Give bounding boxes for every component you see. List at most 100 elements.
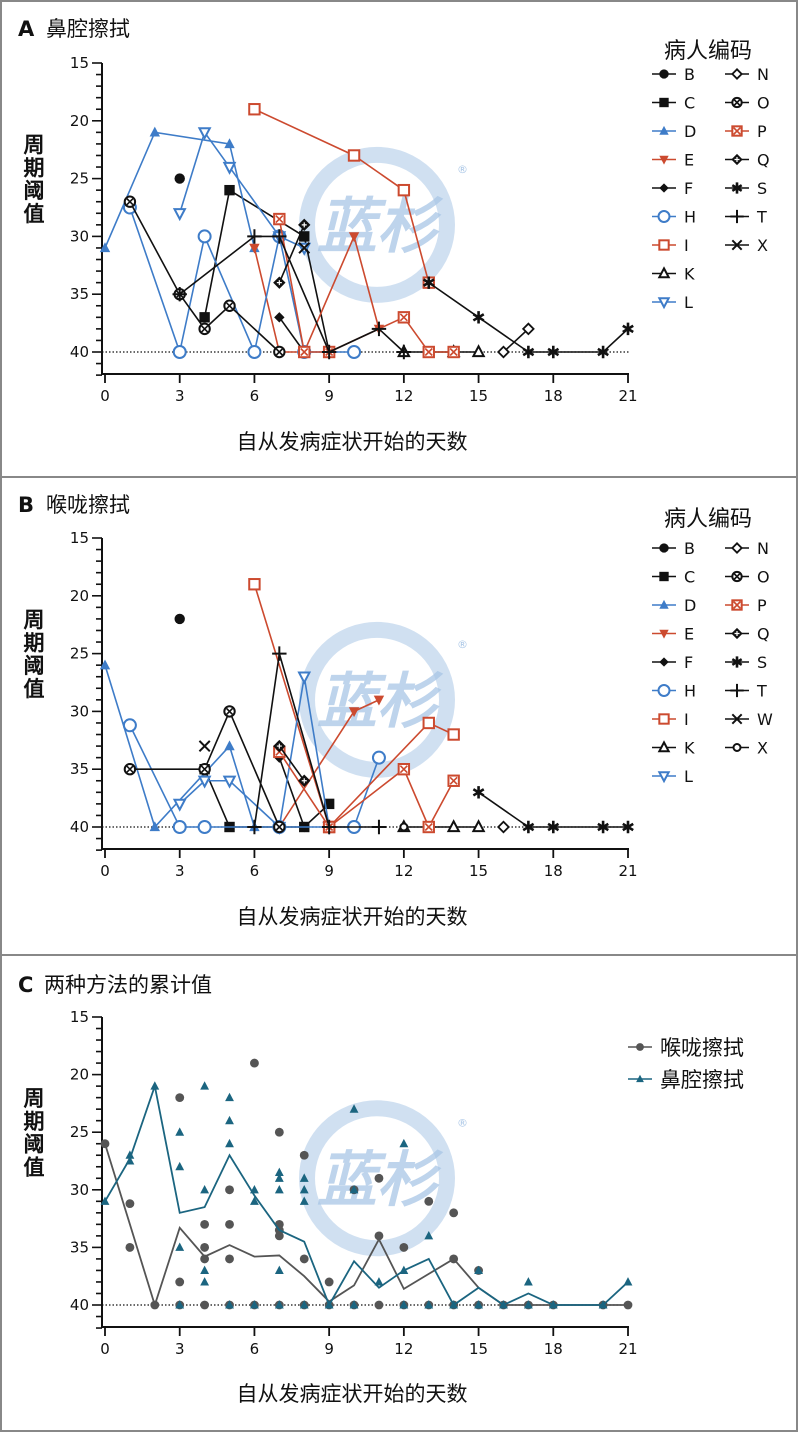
y-tick-label: 25 bbox=[70, 645, 89, 663]
legend-label: E bbox=[684, 625, 694, 644]
marker-circle-filled bbox=[175, 1277, 185, 1287]
marker-triangle-down-open bbox=[222, 161, 237, 175]
marker-circle-filled bbox=[399, 1242, 409, 1252]
legend-item-C: C bbox=[652, 568, 695, 587]
marker-asterisk bbox=[522, 345, 535, 359]
marker-triangle-down-filled bbox=[348, 707, 360, 718]
y-tick-label: 15 bbox=[70, 529, 89, 547]
y-tick-label: 30 bbox=[70, 227, 89, 245]
x-tick-label: 9 bbox=[324, 387, 334, 405]
marker-triangle-up-filled bbox=[125, 1156, 135, 1165]
legend-label: T bbox=[756, 208, 767, 227]
legend-label: W bbox=[757, 710, 773, 729]
marker-circle-filled bbox=[424, 1196, 434, 1206]
x-axis-label: 自从发病症状开始的天数 bbox=[237, 905, 468, 929]
y-tick-label: 35 bbox=[70, 760, 89, 778]
marker-circle-filled bbox=[200, 1300, 210, 1310]
marker-asterisk bbox=[622, 820, 634, 834]
series-T bbox=[172, 229, 412, 360]
series-line bbox=[254, 108, 430, 283]
marker-plus bbox=[321, 344, 337, 360]
x-tick-label: 12 bbox=[394, 1340, 413, 1358]
series-line bbox=[129, 709, 281, 828]
marker-triangle-down-filled bbox=[249, 243, 260, 254]
legend-label: C bbox=[684, 568, 695, 587]
marker-triangle-up-filled bbox=[200, 1277, 210, 1286]
marker-triangle-down-filled bbox=[348, 232, 360, 243]
marker-triangle-up-filled bbox=[149, 821, 161, 832]
legend-label: N bbox=[757, 539, 769, 558]
x-tick-label: 6 bbox=[250, 862, 260, 880]
marker-square-cross bbox=[422, 820, 435, 834]
marker-circle-filled bbox=[225, 1185, 234, 1195]
marker-square-open bbox=[248, 578, 261, 591]
marker-asterisk bbox=[472, 786, 485, 799]
legend-item-B: B bbox=[652, 539, 695, 558]
marker-circle-cross bbox=[198, 322, 211, 336]
legend-label: K bbox=[684, 739, 695, 758]
y-tick-label: 25 bbox=[70, 1123, 89, 1141]
marker-triangle-up-filled bbox=[175, 1242, 185, 1251]
marker-circle-filled bbox=[175, 1093, 185, 1103]
marker-diamond-filled bbox=[659, 183, 669, 193]
marker-triangle-up-open bbox=[471, 344, 486, 358]
marker-circle-cross bbox=[123, 763, 137, 776]
panel-c: 蓝杉 ® C 两种方法的累计值 周期阈值 15 20 25 30 35 40 0 3 6 9 12 15… bbox=[0, 955, 798, 1432]
legend-item-T: T bbox=[725, 208, 767, 227]
x-tick-label: 6 bbox=[250, 1340, 260, 1358]
x-tick-label: 15 bbox=[469, 387, 488, 405]
series-S bbox=[422, 276, 634, 359]
series-N bbox=[497, 820, 510, 834]
marker-triangle-down-open bbox=[657, 297, 671, 310]
marker-triangle-up-filled bbox=[99, 242, 111, 253]
marker-square-open bbox=[248, 103, 261, 116]
legend-label: S bbox=[757, 653, 767, 672]
marker-square-open bbox=[658, 713, 670, 725]
marker-triangle-up-filled bbox=[150, 1081, 160, 1090]
series-line bbox=[203, 188, 330, 353]
marker-square-cross bbox=[422, 345, 435, 359]
marker-asterisk bbox=[622, 322, 634, 336]
marker-circle-filled bbox=[374, 1173, 384, 1183]
legend-item: 喉咙擦拭 bbox=[628, 1036, 744, 1060]
x-tick-label: 9 bbox=[324, 1340, 334, 1358]
marker-square-cross bbox=[397, 311, 411, 324]
marker-diamond-open bbox=[497, 345, 510, 359]
x-tick-label: 3 bbox=[175, 862, 185, 880]
marker-circle-cross bbox=[731, 96, 743, 109]
marker-square-filled bbox=[659, 97, 669, 108]
y-tick-label: 20 bbox=[70, 112, 89, 130]
x-tick-label: 6 bbox=[250, 387, 260, 405]
y-tick-label: 40 bbox=[70, 1296, 89, 1314]
marker-triangle-up-open bbox=[657, 740, 671, 753]
marker-circle-filled bbox=[250, 1058, 259, 1068]
marker-diamond-cross bbox=[273, 276, 286, 289]
marker-circle-cross bbox=[123, 195, 137, 208]
legend-item-E: E bbox=[652, 625, 694, 644]
axes: 15 20 25 30 35 40 0 3 6 9 12 15 18 21 bbox=[70, 1008, 638, 1358]
marker-triangle-up-filled bbox=[225, 1092, 234, 1102]
marker-circle-filled bbox=[274, 1231, 284, 1241]
panel-a: 蓝杉 ® A 鼻腔擦拭 周期阈值 15 20 25 30 35 40 0 3 6 9 12 15 18 21… bbox=[0, 0, 798, 477]
marker-triangle-down-open bbox=[172, 798, 187, 812]
marker-asterisk bbox=[731, 182, 743, 194]
series-W bbox=[198, 740, 211, 752]
marker-triangle-up-filled bbox=[200, 1265, 210, 1274]
legend-label: D bbox=[684, 596, 696, 615]
y-tick-label: 35 bbox=[70, 1238, 89, 1256]
legend-item-E: E bbox=[652, 151, 694, 170]
marker-circle-cross bbox=[223, 299, 236, 312]
marker-triangle-up-filled bbox=[225, 1115, 234, 1125]
marker-triangle-up-filled bbox=[299, 1173, 309, 1182]
marker-triangle-up-filled bbox=[523, 1277, 533, 1286]
marker-x bbox=[731, 713, 743, 725]
marker-plus bbox=[396, 344, 412, 360]
series-O bbox=[123, 705, 286, 834]
marker-triangle-up-filled bbox=[598, 1300, 608, 1309]
series-line bbox=[178, 130, 305, 249]
legend-item-N: N bbox=[725, 539, 769, 558]
marker-triangle-up-filled bbox=[349, 1104, 359, 1113]
y-tick-label: 40 bbox=[70, 818, 89, 836]
y-axis-label-char: 阈 bbox=[24, 179, 45, 203]
